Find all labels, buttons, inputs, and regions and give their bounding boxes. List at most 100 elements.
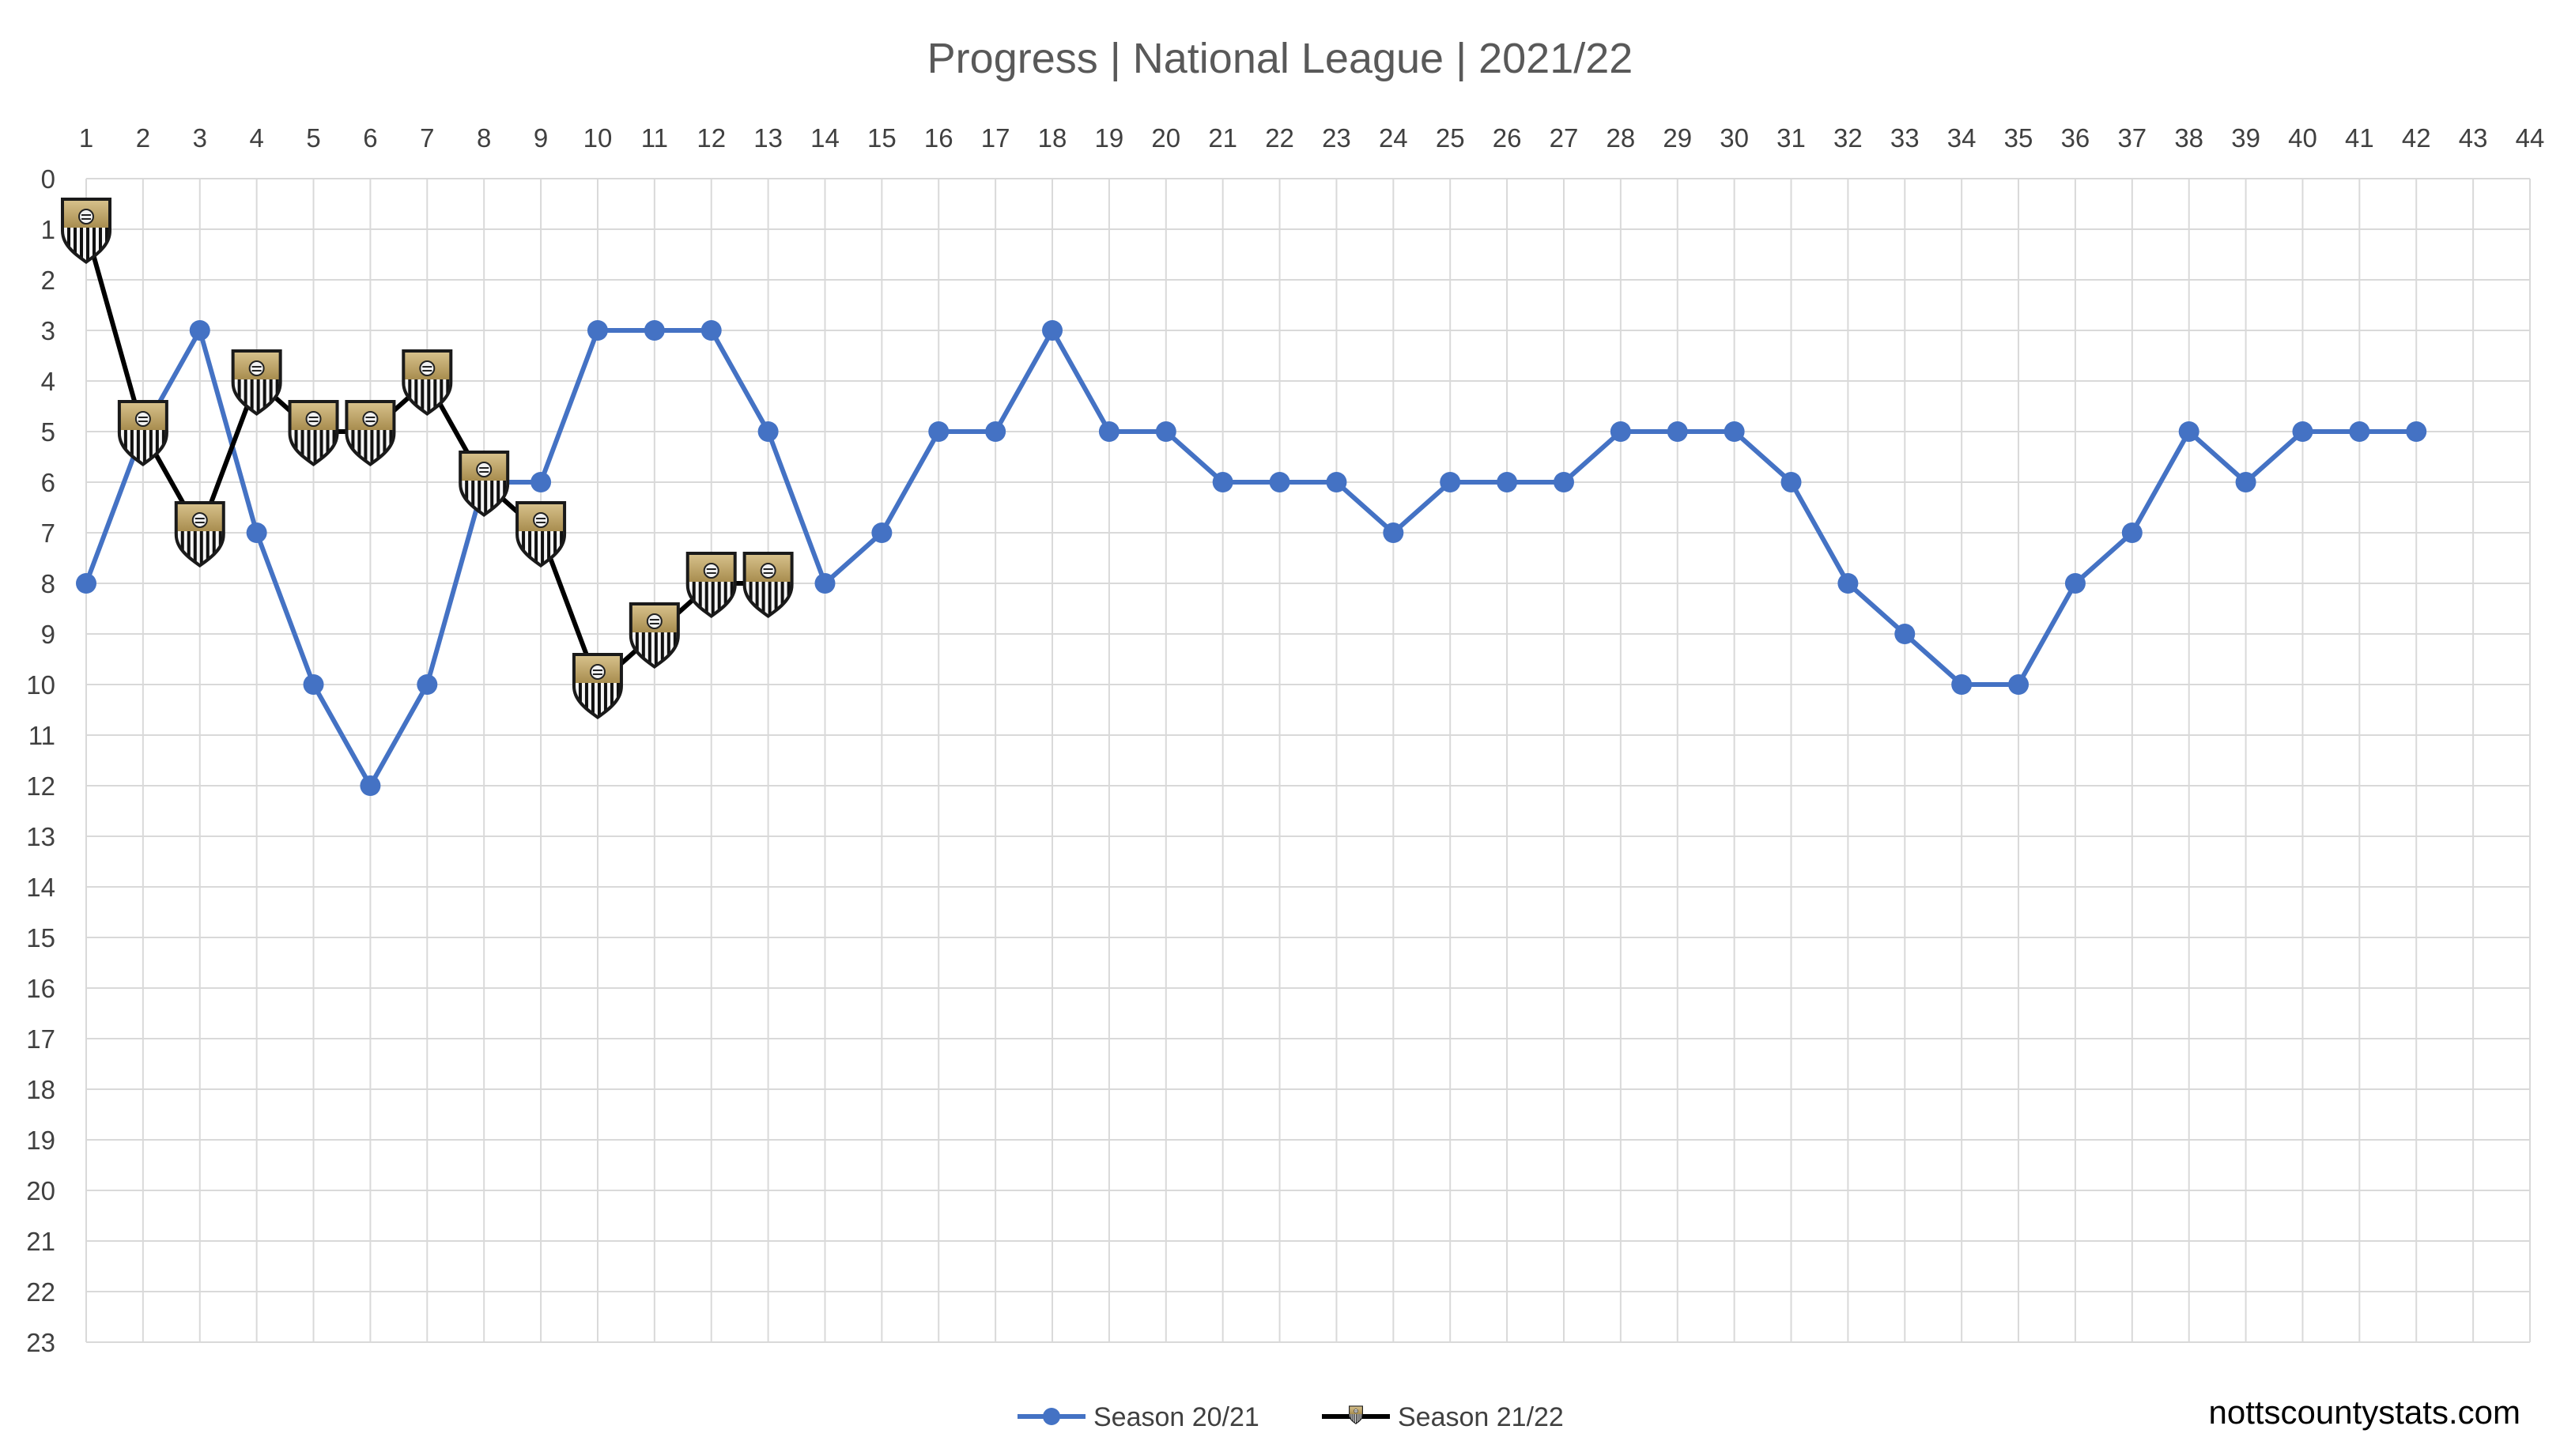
- data-point[interactable]: [1326, 472, 1347, 492]
- crest-icon[interactable]: [173, 500, 226, 568]
- x-tick-label: 21: [1208, 123, 1237, 153]
- x-tick-label: 22: [1265, 123, 1294, 153]
- crest-icon[interactable]: [230, 349, 283, 417]
- data-point[interactable]: [1440, 472, 1461, 492]
- data-point[interactable]: [1724, 421, 1745, 442]
- y-tick-label: 23: [26, 1328, 55, 1357]
- data-point[interactable]: [1780, 472, 1802, 492]
- data-point[interactable]: [2292, 421, 2313, 442]
- data-point[interactable]: [1383, 522, 1404, 543]
- y-tick-label: 11: [28, 721, 55, 750]
- x-tick-label: 26: [1493, 123, 1522, 153]
- x-tick-label: 35: [2004, 123, 2033, 153]
- crest-icon[interactable]: [628, 602, 681, 670]
- data-point[interactable]: [1610, 421, 1631, 442]
- series: [60, 197, 2427, 796]
- y-tick-label: 18: [26, 1075, 55, 1104]
- data-point[interactable]: [1212, 472, 1233, 492]
- data-point[interactable]: [2406, 421, 2427, 442]
- data-point[interactable]: [814, 573, 836, 594]
- crest-icon[interactable]: [685, 551, 738, 619]
- x-tick-label: 12: [697, 123, 726, 153]
- crest-icon[interactable]: [742, 551, 795, 619]
- y-tick-label: 22: [26, 1277, 55, 1307]
- data-point[interactable]: [246, 522, 267, 543]
- y-tick-label: 0: [41, 164, 55, 194]
- data-point[interactable]: [1042, 320, 1063, 341]
- data-point[interactable]: [76, 573, 96, 594]
- data-point[interactable]: [189, 320, 210, 341]
- watermark: nottscountystats.com: [2208, 1394, 2520, 1431]
- x-tick-label: 7: [420, 123, 434, 153]
- data-point[interactable]: [1269, 472, 1290, 492]
- data-point[interactable]: [531, 472, 552, 492]
- y-tick-label: 16: [26, 974, 55, 1003]
- legend-item-season-21-22[interactable]: Season 21/22: [1322, 1402, 1564, 1432]
- y-tick-label: 9: [41, 620, 55, 649]
- x-tick-label: 39: [2231, 123, 2260, 153]
- crest-icon[interactable]: [458, 450, 511, 518]
- data-point[interactable]: [1837, 573, 1859, 594]
- x-tick-label: 17: [981, 123, 1010, 153]
- data-point[interactable]: [587, 320, 608, 341]
- legend-marker-season-20-21: [1043, 1408, 1060, 1425]
- crest-icon[interactable]: [401, 349, 454, 417]
- x-tick-label: 36: [2061, 123, 2090, 153]
- data-point[interactable]: [1951, 674, 1973, 695]
- x-tick-label: 6: [363, 123, 377, 153]
- y-tick-label: 10: [26, 670, 55, 700]
- x-tick-label: 15: [867, 123, 897, 153]
- data-point[interactable]: [2235, 472, 2256, 492]
- y-tick-label: 2: [41, 266, 55, 295]
- data-point[interactable]: [871, 522, 893, 543]
- crest-icon[interactable]: [60, 197, 112, 265]
- legend-item-season-20-21[interactable]: Season 20/21: [1018, 1402, 1259, 1432]
- data-point[interactable]: [1667, 421, 1688, 442]
- y-tick-label: 20: [26, 1176, 55, 1205]
- legend[interactable]: Season 20/21 Season 21/22: [1018, 1402, 1564, 1432]
- x-tick-label: 43: [2459, 123, 2488, 153]
- x-tick-label: 38: [2174, 123, 2203, 153]
- data-point[interactable]: [2121, 522, 2143, 543]
- x-tick-label: 8: [477, 123, 491, 153]
- x-tick-label: 30: [1720, 123, 1749, 153]
- x-tick-label: 1: [79, 123, 93, 153]
- data-point[interactable]: [644, 320, 665, 341]
- data-point[interactable]: [928, 421, 950, 442]
- x-tick-label: 32: [1833, 123, 1863, 153]
- data-point[interactable]: [2064, 573, 2086, 594]
- x-tick-label: 18: [1038, 123, 1067, 153]
- x-tick-label: 4: [249, 123, 263, 153]
- x-tick-label: 23: [1322, 123, 1351, 153]
- data-point[interactable]: [2008, 674, 2029, 695]
- crest-icon[interactable]: [571, 652, 624, 720]
- data-point[interactable]: [2178, 421, 2199, 442]
- x-tick-label: 11: [641, 123, 668, 153]
- y-tick-label: 13: [26, 822, 55, 851]
- x-tick-label: 24: [1379, 123, 1408, 153]
- data-point[interactable]: [360, 775, 381, 796]
- data-point[interactable]: [2349, 421, 2370, 442]
- crest-icon: [1348, 1405, 1364, 1425]
- y-tick-label: 4: [41, 367, 55, 396]
- data-point[interactable]: [1497, 472, 1518, 492]
- data-point[interactable]: [417, 674, 438, 695]
- crest-icon[interactable]: [287, 399, 340, 467]
- y-tick-label: 12: [26, 771, 55, 801]
- data-point[interactable]: [700, 320, 722, 341]
- data-point[interactable]: [303, 674, 324, 695]
- crest-icon[interactable]: [515, 500, 568, 568]
- data-point[interactable]: [1155, 421, 1176, 442]
- data-point[interactable]: [1098, 421, 1120, 442]
- data-point[interactable]: [985, 421, 1006, 442]
- x-tick-label: 44: [2516, 123, 2545, 153]
- data-point[interactable]: [1553, 472, 1574, 492]
- x-tick-label: 33: [1890, 123, 1920, 153]
- crest-icon[interactable]: [116, 399, 169, 467]
- data-point[interactable]: [1894, 624, 1916, 644]
- x-tick-label: 27: [1550, 123, 1579, 153]
- series-0: [76, 320, 2427, 796]
- data-point[interactable]: [757, 421, 779, 442]
- crest-icon[interactable]: [344, 399, 397, 467]
- x-tick-label: 25: [1436, 123, 1465, 153]
